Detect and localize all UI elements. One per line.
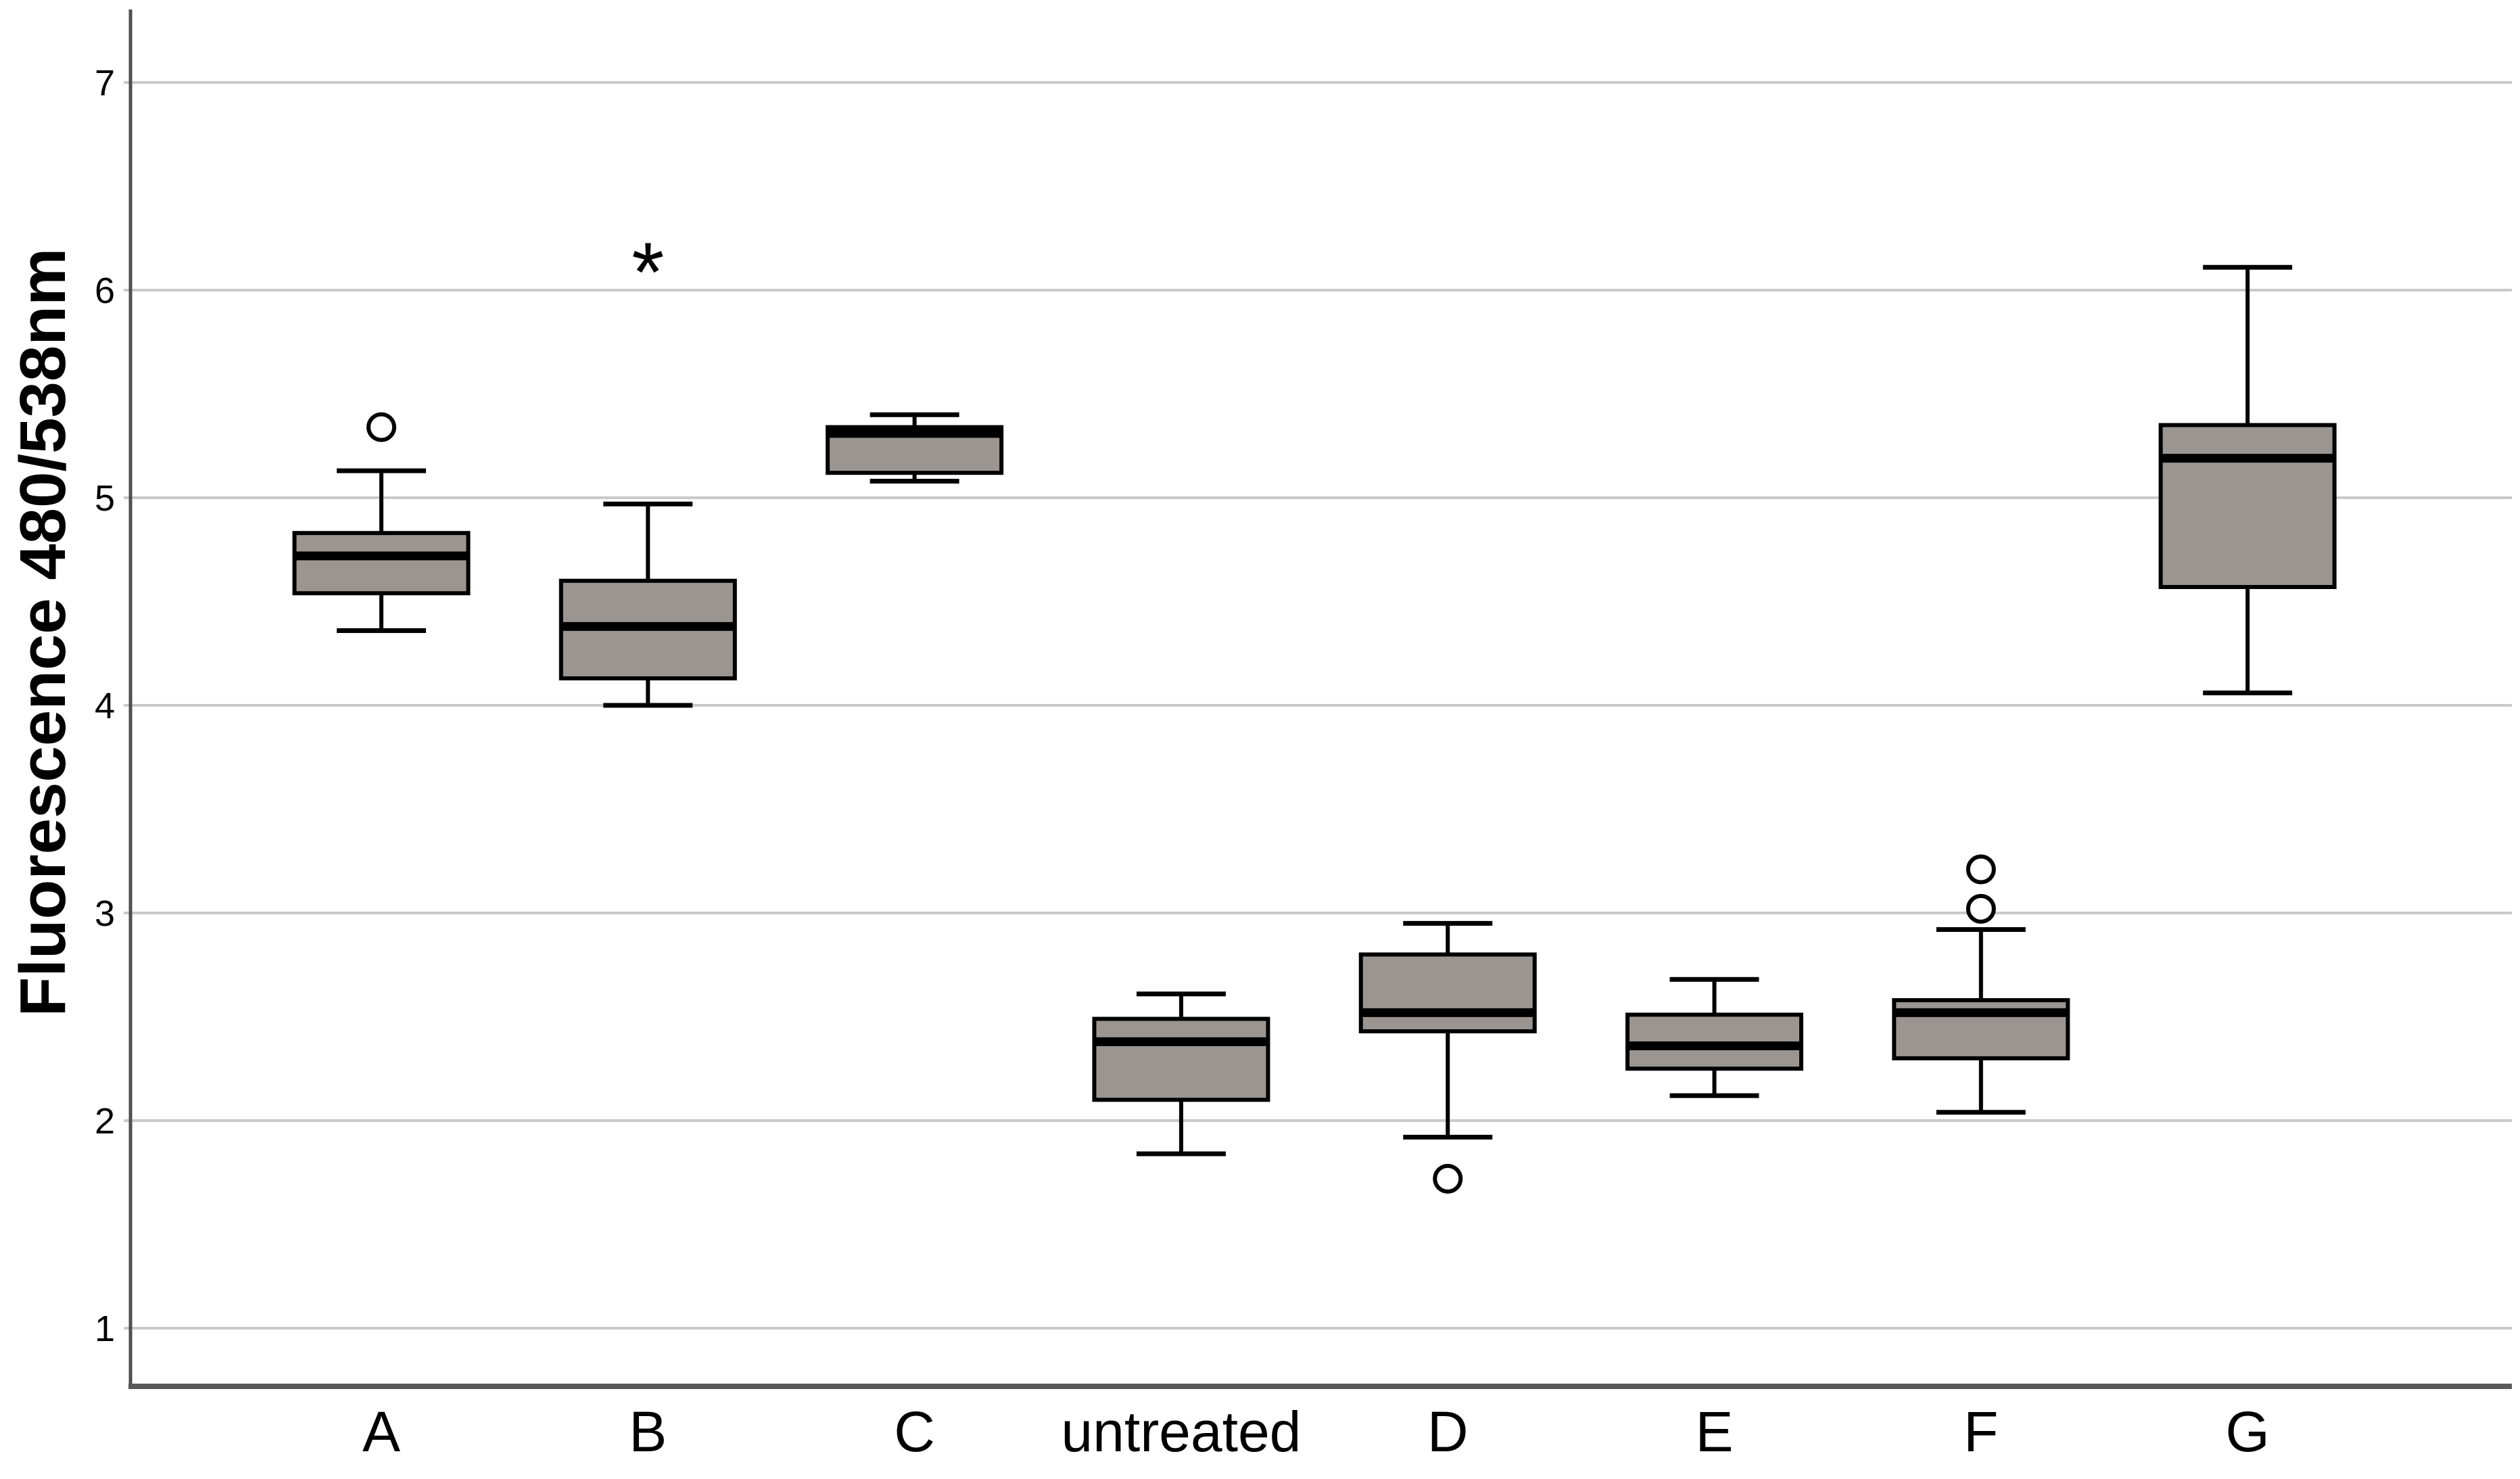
box-A [292,531,471,596]
x-axis-category-label: C [894,1400,935,1463]
y-axis-tick-label: 5 [95,478,115,519]
extreme-marker: * [632,226,664,319]
x-axis-category-label: E [1695,1400,1733,1463]
y-axis-tick-label: 1 [95,1309,115,1349]
y-axis-title: Fluorescence 480/538nm [7,248,79,1017]
box-D [1358,952,1537,1033]
y-axis-tick-label: 7 [95,63,115,103]
y-axis-tick-label: 6 [95,271,115,311]
outlier-marker [1966,854,1996,885]
x-axis-category-label: F [1964,1400,1998,1463]
box-G [2158,423,2337,590]
box-untreated [1092,1016,1270,1102]
y-axis-tick-label: 2 [95,1101,115,1142]
y-axis-tick-label: 4 [95,686,115,726]
x-axis-category-label: D [1427,1400,1469,1463]
outlier-marker [366,412,396,442]
y-axis-tick-label: 3 [95,893,115,934]
x-axis-category-label: untreated [1061,1400,1301,1463]
x-axis-category-label: G [2225,1400,2269,1463]
outlier-marker [1433,1163,1463,1194]
x-axis-category-label: A [362,1400,400,1463]
x-axis-category-label: B [629,1400,667,1463]
outlier-marker [1966,893,1996,924]
